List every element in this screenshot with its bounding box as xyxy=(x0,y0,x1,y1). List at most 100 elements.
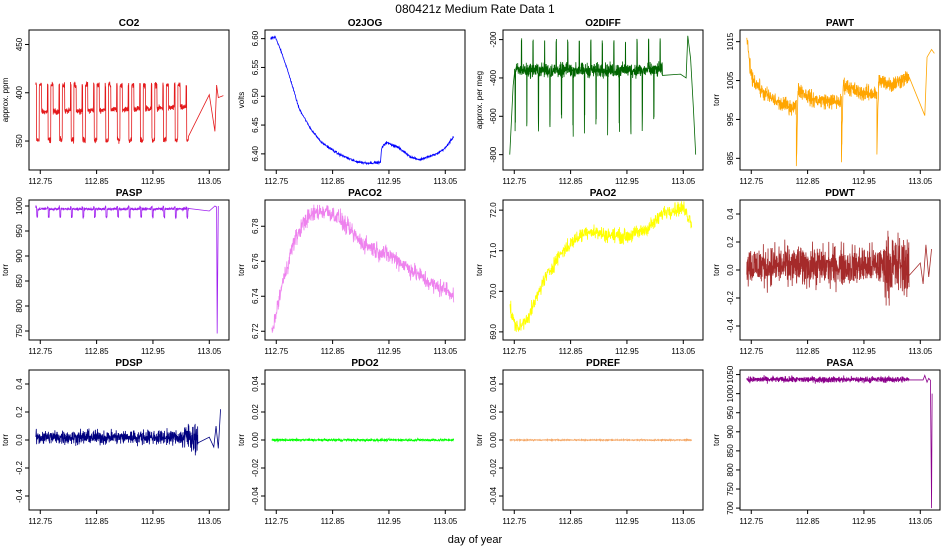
pdwt-ylabel: torr xyxy=(712,264,721,276)
pao2-ytick-label: 69.0 xyxy=(489,324,498,340)
o2diff-ytick-label: -600 xyxy=(489,108,498,125)
co2-xtick-label: 112.85 xyxy=(85,177,109,186)
pdref-title: PDREF xyxy=(586,358,620,369)
pdref-ytick-label: 0.00 xyxy=(489,432,498,448)
pdref-ylabel: torr xyxy=(475,434,484,446)
pao2-xtick-label: 113.05 xyxy=(671,347,695,356)
pdsp-ytick-label: 0.4 xyxy=(15,378,24,390)
figure-xlabel: day of year xyxy=(448,534,503,546)
co2-xtick-label: 112.95 xyxy=(141,177,165,186)
pdwt-title: PDWT xyxy=(825,188,854,199)
co2-xtick-label: 112.75 xyxy=(28,177,52,186)
pao2-frame xyxy=(502,199,704,341)
pdwt-ytick-label: -0.2 xyxy=(726,291,735,305)
o2diff-ytick-label: -400 xyxy=(489,69,498,86)
paco2-ylabel: torr xyxy=(237,264,246,276)
pao2-ytick-label: 72.0 xyxy=(489,202,498,218)
pasp-ytick-label: 850 xyxy=(15,274,24,288)
panel-pdref: PDREF torr 112.75 112.85 112.95 113.05 -0.04 -0… xyxy=(475,358,704,526)
pasp-ytick-label: 800 xyxy=(15,299,24,313)
paco2-ytick-label: 6.72 xyxy=(251,323,260,339)
panel-o2diff: O2DIFF approx. per meg 112.75 112.85 112.95 1… xyxy=(475,18,704,186)
o2diff-xtick-label: 112.75 xyxy=(502,177,526,186)
o2diff-ytick-label: -800 xyxy=(489,146,498,163)
pasa-ytick-label: 750 xyxy=(726,482,735,496)
co2-ytick-label: 400 xyxy=(15,86,24,100)
pasp-xtick-label: 112.95 xyxy=(141,347,165,356)
figure-title: 080421z Medium Rate Data 1 xyxy=(395,2,555,16)
pdwt-xtick-label: 112.75 xyxy=(739,347,763,356)
co2-xtick-label: 113.05 xyxy=(197,177,221,186)
o2jog-ytick-label: 6.50 xyxy=(251,88,260,104)
pdo2-ylabel: torr xyxy=(237,434,246,446)
o2jog-ytick-label: 6.45 xyxy=(251,117,260,133)
paco2-xtick-label: 112.85 xyxy=(321,347,345,356)
pawt-frame xyxy=(739,29,941,171)
pdref-xtick-label: 112.85 xyxy=(559,517,583,526)
paco2-ytick-label: 6.74 xyxy=(251,288,260,304)
paco2-xtick-label: 112.95 xyxy=(377,347,401,356)
pdwt-ytick-label: 0.2 xyxy=(726,236,735,248)
pasa-ytick-label: 950 xyxy=(726,406,735,420)
pasa-xtick-label: 112.85 xyxy=(796,517,820,526)
pawt-series-line xyxy=(746,37,935,167)
pasp-ylabel: torr xyxy=(1,264,10,276)
pdo2-series-line xyxy=(271,437,455,443)
pasp-ytick-label: 750 xyxy=(15,324,24,338)
pdo2-ytick-label: 0.02 xyxy=(251,404,260,420)
pdref-ytick-label: 0.04 xyxy=(489,376,498,392)
paco2-ytick-label: 6.78 xyxy=(251,218,260,234)
pdwt-series-line xyxy=(746,230,932,306)
pasa-ytick-label: 1000 xyxy=(726,384,735,402)
pdsp-ytick-label: -0.4 xyxy=(15,489,24,503)
o2diff-frame xyxy=(502,29,704,171)
panel-pdo2: PDO2 torr 112.75 112.85 112.95 113.05 -0.04 -0.… xyxy=(237,358,466,526)
co2-title: CO2 xyxy=(119,18,140,29)
pasa-ytick-label: 850 xyxy=(726,444,735,458)
pdsp-xtick-label: 112.85 xyxy=(85,517,109,526)
pao2-xtick-label: 112.75 xyxy=(502,347,526,356)
panel-pawt: PAWT torr 112.75 112.85 112.95 113.05 985 995 10… xyxy=(712,18,941,186)
panels: CO2 approx. ppm 112.75 112.85 112.95 113.05 35… xyxy=(1,18,941,526)
pasp-ytick-label: 1000 xyxy=(15,197,24,215)
pao2-ytick-label: 71.0 xyxy=(489,242,498,258)
pdsp-title: PDSP xyxy=(115,358,143,369)
pasp-ytick-label: 950 xyxy=(15,224,24,238)
pasa-ytick-label: 800 xyxy=(726,463,735,477)
pawt-title: PAWT xyxy=(826,18,854,29)
pawt-ytick-label: 985 xyxy=(726,151,735,165)
panel-pasa: PASA torr 112.75 112.85 112.95 113.05 700 750 80… xyxy=(712,358,941,526)
paco2-ytick-label: 6.76 xyxy=(251,253,260,269)
pdwt-ytick-label: -0.4 xyxy=(726,319,735,333)
pdsp-ytick-label: 0.2 xyxy=(15,406,24,418)
pasp-ytick-label: 900 xyxy=(15,249,24,263)
o2diff-xtick-label: 112.95 xyxy=(615,177,639,186)
pao2-xtick-label: 112.95 xyxy=(615,347,639,356)
co2-frame xyxy=(28,29,230,171)
o2jog-ytick-label: 6.55 xyxy=(251,59,260,75)
pao2-ytick-label: 70.0 xyxy=(489,283,498,299)
pasp-xtick-label: 112.85 xyxy=(85,347,109,356)
co2-series-line xyxy=(35,80,224,144)
pdref-xtick-label: 112.75 xyxy=(502,517,526,526)
o2diff-xtick-label: 113.05 xyxy=(671,177,695,186)
pawt-xtick-label: 113.05 xyxy=(908,177,932,186)
pdref-ytick-label: 0.02 xyxy=(489,404,498,420)
pawt-xtick-label: 112.75 xyxy=(739,177,763,186)
pasp-series-line xyxy=(35,204,219,334)
paco2-xtick-label: 113.05 xyxy=(433,347,457,356)
pawt-ytick-label: 995 xyxy=(726,112,735,126)
pasa-ylabel: torr xyxy=(712,434,721,446)
pdo2-ytick-label: -0.02 xyxy=(251,458,260,477)
pao2-ylabel: torr xyxy=(475,264,484,276)
pasp-frame xyxy=(28,199,230,341)
pdref-series-line xyxy=(509,437,692,443)
pawt-ytick-label: 1015 xyxy=(726,32,735,50)
panel-co2: CO2 approx. ppm 112.75 112.85 112.95 113.05 35… xyxy=(1,18,230,186)
o2jog-xtick-label: 112.95 xyxy=(377,177,401,186)
pdo2-ytick-label: 0.04 xyxy=(251,376,260,392)
o2jog-ytick-label: 6.40 xyxy=(251,146,260,162)
o2diff-ylabel: approx. per meg xyxy=(475,71,484,129)
pawt-xtick-label: 112.85 xyxy=(796,177,820,186)
co2-ylabel: approx. ppm xyxy=(1,77,10,122)
